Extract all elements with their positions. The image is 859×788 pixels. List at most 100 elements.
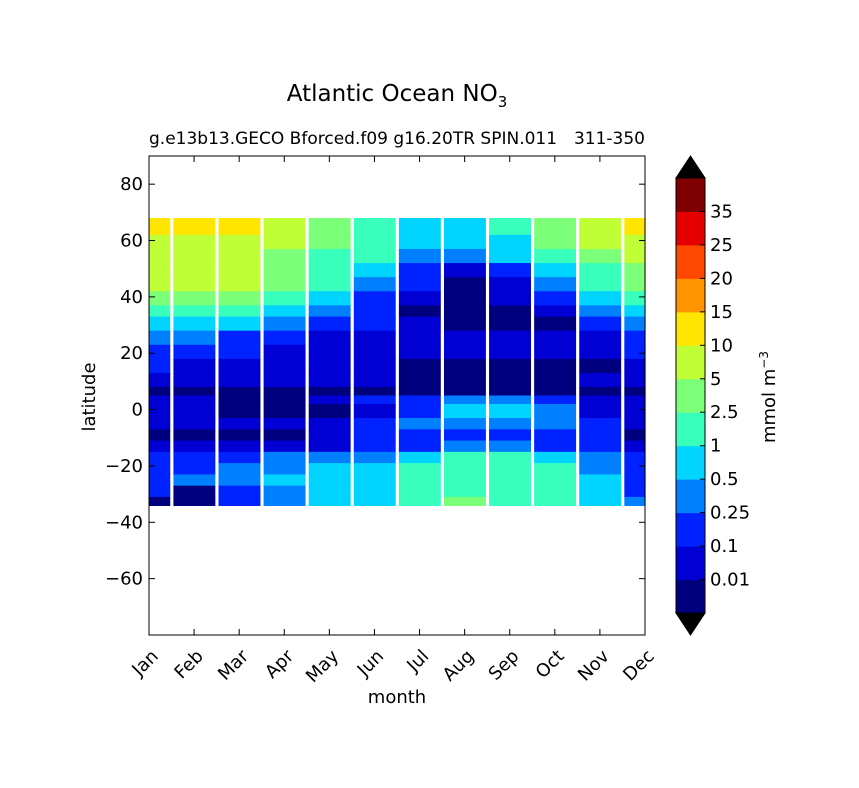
contour-cell-7-7	[443, 316, 486, 332]
colorbar-tick-label-5: 2.5	[710, 402, 739, 423]
colorbar-swatch-2	[676, 512, 705, 547]
contour-cell-21-7	[443, 485, 486, 498]
contour-cell-5-1	[173, 291, 216, 306]
contour-cell-12-11	[624, 387, 646, 397]
y-axis: 80 60 40 20 0 −20 −40 −60	[105, 174, 645, 590]
contour-cell-9-9	[534, 344, 577, 360]
contour-cell-15-2	[218, 418, 261, 430]
x-tick-label-aug: Aug	[439, 646, 479, 686]
plot-area	[149, 217, 646, 506]
contour-cell-5-7	[443, 291, 486, 306]
contour-cell-18-4	[308, 451, 351, 464]
contour-cell-6-11	[624, 305, 646, 318]
contour-cell-3-5	[353, 263, 396, 278]
contour-cell-10-3	[263, 358, 306, 374]
contour-cell-13-6	[398, 395, 441, 405]
colorbar-label-exponent: −3	[757, 351, 771, 369]
contour-cell-17-0	[149, 440, 171, 453]
contour-cell-21-2	[218, 485, 261, 498]
x-tick-label-feb: Feb	[170, 646, 207, 683]
contour-cell-3-9	[534, 263, 577, 278]
colorbar-frame	[675, 177, 706, 614]
contour-cell-8-0	[149, 330, 171, 346]
contour-cell-4-6	[398, 277, 441, 292]
contour-cell-4-10	[579, 277, 622, 292]
contour-cell-19-3	[263, 463, 306, 475]
contour-cell-0-5	[353, 217, 396, 236]
contour-cell-8-7	[443, 330, 486, 346]
contour-cell-12-7	[443, 387, 486, 397]
contour-cell-0-9	[534, 217, 577, 236]
contour-cell-22-5	[353, 496, 396, 506]
contour-cell-19-2	[218, 463, 261, 475]
colorbar-label-text: mmol m	[759, 369, 780, 443]
contour-cell-17-9	[534, 440, 577, 453]
contour-cell-12-1	[173, 387, 216, 397]
chart-title-text: Atlantic Ocean NO	[287, 81, 498, 107]
contour-cell-7-8	[489, 316, 531, 332]
contour-cell-8-10	[579, 330, 622, 346]
contour-cell-22-4	[308, 496, 351, 506]
contour-cell-21-5	[353, 485, 396, 498]
contour-cell-20-8	[489, 474, 531, 487]
contour-cell-3-2	[218, 263, 261, 278]
contour-cell-5-5	[353, 291, 396, 306]
contour-cell-6-10	[579, 305, 622, 318]
contour-cell-22-11	[624, 496, 646, 506]
colorbar-tick-label-3: 0.5	[710, 469, 739, 490]
y-tick-label--20: −20	[105, 456, 143, 477]
contour-cell-18-2	[218, 451, 261, 464]
contour-cell-13-2	[218, 395, 261, 405]
contour-cell-19-11	[624, 463, 646, 475]
colorbar-tick-label-10: 25	[710, 235, 733, 256]
y-tick-label--60: −60	[105, 569, 143, 590]
contour-cell-20-11	[624, 474, 646, 487]
contour-cell-13-3	[263, 395, 306, 405]
x-tick-label-mar: Mar	[214, 645, 253, 684]
contour-cell-17-5	[353, 440, 396, 453]
contour-cell-15-1	[173, 418, 216, 430]
contour-cell-2-2	[218, 248, 261, 264]
contour-cell-1-10	[579, 234, 622, 250]
contour-cell-7-0	[149, 316, 171, 332]
contour-cell-13-8	[489, 395, 531, 405]
contour-cell-9-1	[173, 344, 216, 360]
contour-cell-12-4	[308, 387, 351, 397]
contour-cell-4-1	[173, 277, 216, 292]
contour-cell-2-8	[489, 248, 531, 264]
contour-cell-17-4	[308, 440, 351, 453]
colorbar-swatch-9	[676, 278, 705, 313]
contour-cell-5-3	[263, 291, 306, 306]
colorbar: 0.01 0.1 0.25 0.5 1 2.5 5 10 15 20 25 35	[675, 155, 750, 636]
chart-title: Atlantic Ocean NO3	[287, 81, 508, 111]
contour-cell-8-5	[353, 330, 396, 346]
contour-cell-6-1	[173, 305, 216, 318]
x-tick-label-may: May	[302, 646, 343, 687]
contour-cell-13-4	[308, 395, 351, 405]
contour-cell-4-7	[443, 277, 486, 292]
contour-cell-7-9	[534, 316, 577, 332]
contour-cell-18-10	[579, 451, 622, 464]
chart-subtitle-right: 311-350	[574, 129, 645, 149]
contour-cell-5-0	[149, 291, 171, 306]
contour-cell-2-7	[443, 248, 486, 264]
y-axis-label: latitude	[79, 362, 100, 431]
x-tick-label-jan: Jan	[128, 646, 163, 681]
contour-cell-17-2	[218, 440, 261, 453]
contour-cell-9-11	[624, 344, 646, 360]
contour-cell-3-10	[579, 263, 622, 278]
contour-cell-18-6	[398, 451, 441, 464]
contour-cell-14-2	[218, 403, 261, 419]
contour-cell-18-0	[149, 451, 171, 464]
contour-cell-21-11	[624, 485, 646, 498]
contour-cell-16-3	[263, 429, 306, 442]
contour-cell-14-6	[398, 403, 441, 419]
contour-cell-16-1	[173, 429, 216, 442]
contour-cell-21-3	[263, 485, 306, 498]
contour-cell-19-8	[489, 463, 531, 475]
contour-cell-3-1	[173, 263, 216, 278]
contour-cell-4-8	[489, 277, 531, 292]
contour-cell-9-10	[579, 344, 622, 360]
contour-cell-15-5	[353, 418, 396, 430]
